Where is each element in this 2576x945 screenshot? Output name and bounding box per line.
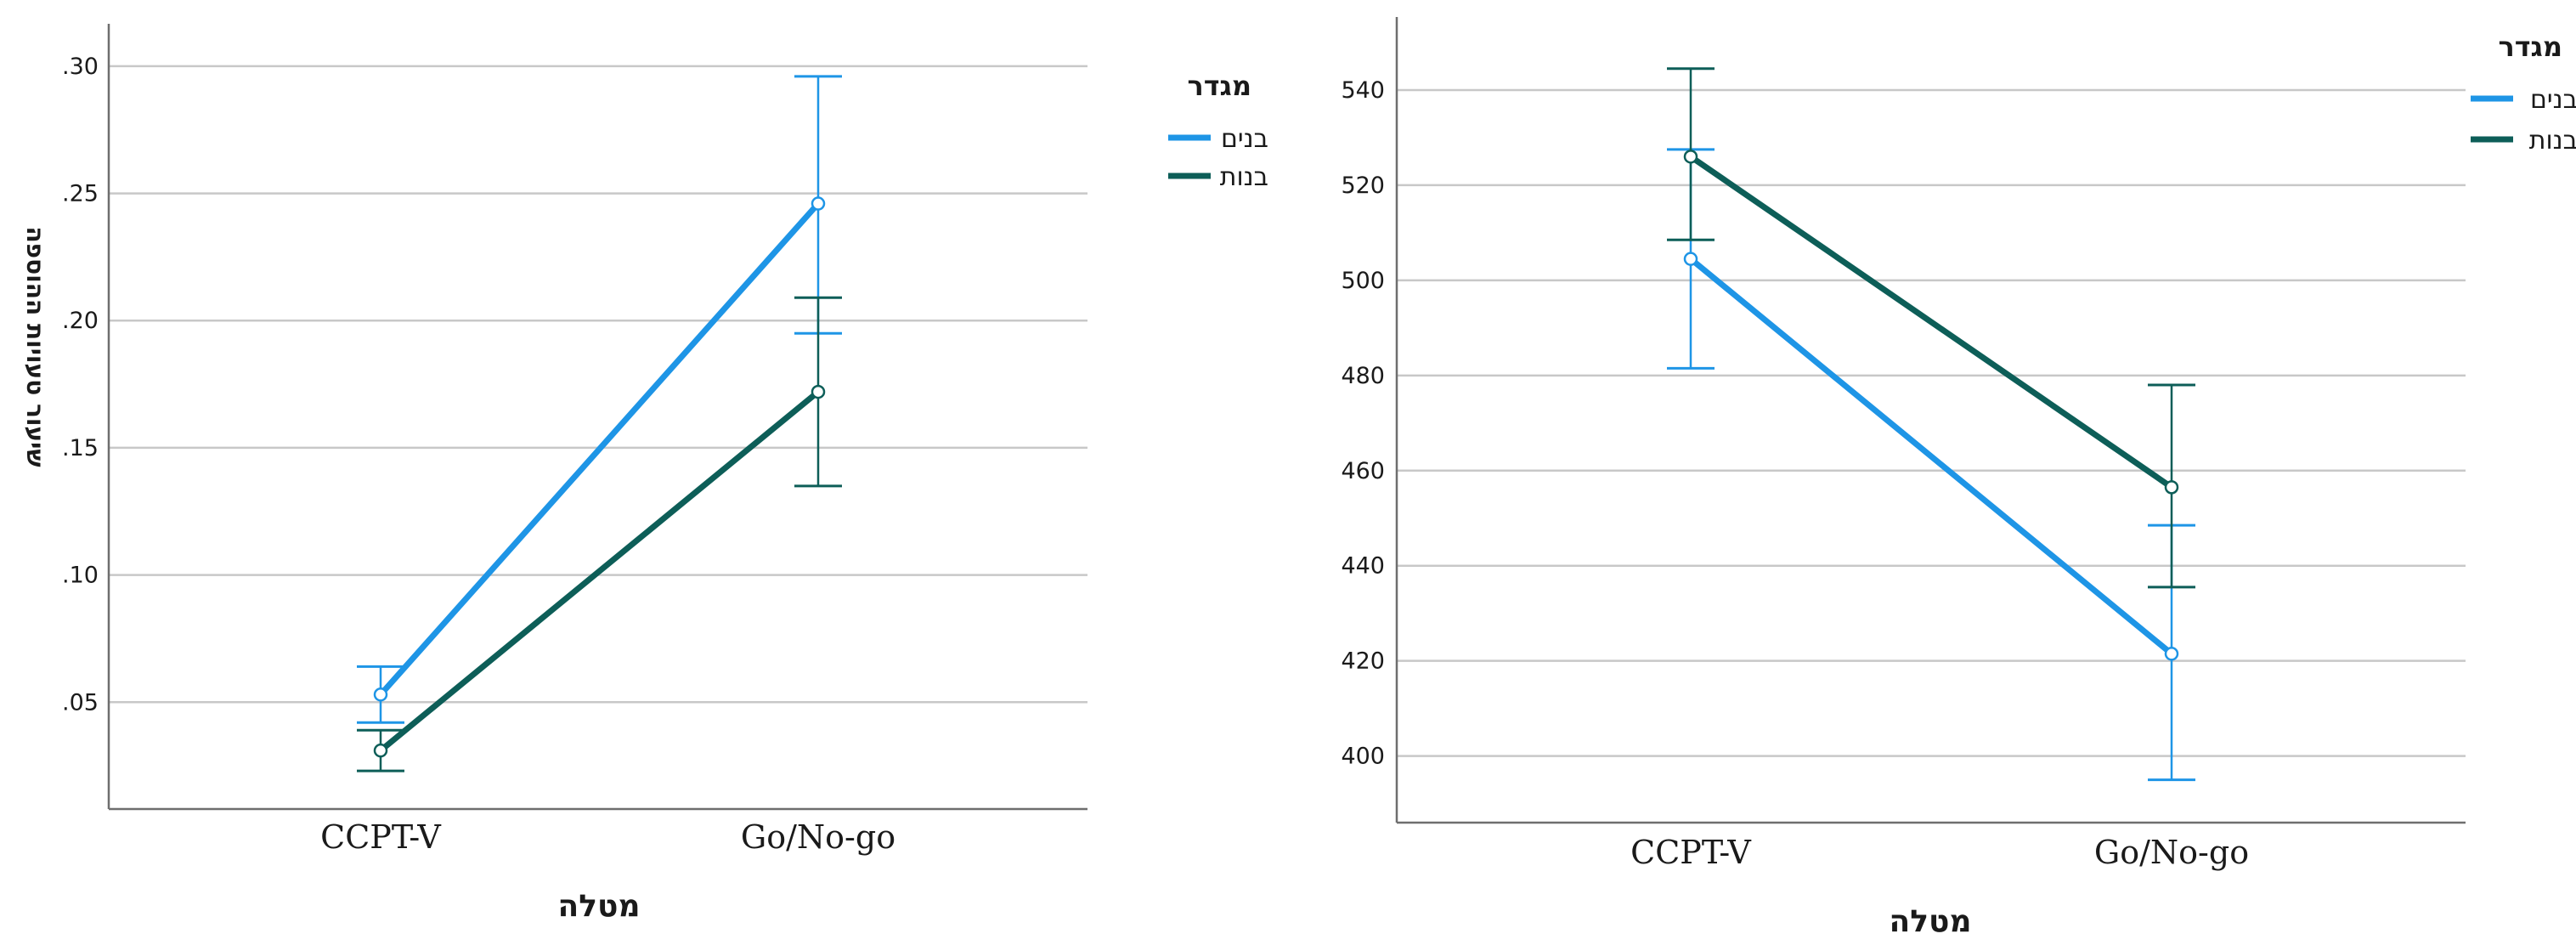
y-tick-label: 480 [1341, 363, 1385, 389]
y-tick-label: 540 [1341, 77, 1385, 104]
series-line [1687, 153, 2175, 490]
y-tick-label: .30 [62, 54, 99, 80]
data-point [373, 743, 388, 758]
y-axis-title: שיעור טעויות ההוספה [21, 226, 49, 467]
series-girls [357, 296, 842, 772]
y-tick-label: 500 [1341, 268, 1385, 294]
x-tick-label: CCPT-V [1630, 834, 1751, 871]
y-tick-label: .15 [62, 435, 99, 461]
data-point [811, 196, 826, 211]
x-tick-label: Go/No-go [2094, 834, 2249, 871]
data-point [811, 384, 826, 399]
legend: מגדר בנים בנות [2471, 31, 2576, 156]
y-tick-label: 440 [1341, 553, 1385, 580]
y-tick-label: 460 [1341, 458, 1385, 484]
y-tick-label: 400 [1341, 744, 1385, 770]
y-tick-label: 520 [1341, 173, 1385, 199]
series-line [377, 388, 822, 754]
legend-label: בנות [1220, 162, 1268, 192]
chart-1: .05 .10 .15 .20 .25 .30 CCPT-V Go/No-go מטלה שיעו… [21, 24, 1268, 924]
y-tick-label: .05 [62, 689, 99, 716]
x-axis-title: מטלה [557, 889, 640, 924]
y-tick-label: .20 [62, 308, 99, 334]
series-line [1687, 256, 2175, 657]
data-point [2164, 480, 2179, 495]
chart-2: 400 420 440 460 480 500 520 540 CCPT-V Go/No-go מט… [1341, 17, 2576, 939]
series-boys [357, 75, 842, 724]
x-tick-label: CCPT-V [320, 818, 441, 856]
x-tick-label: Go/No-go [741, 818, 895, 856]
data-point [2164, 647, 2179, 661]
y-tick-label: .10 [62, 563, 99, 589]
legend-title: מגדר [2498, 31, 2562, 63]
data-point [373, 688, 388, 702]
data-point [1683, 150, 1698, 164]
legend-label: בנות [2529, 126, 2576, 156]
series-boys [1667, 148, 2195, 782]
legend: מגדר בנים בנות [1168, 70, 1268, 192]
y-tick-label: .25 [62, 181, 99, 207]
legend-label: בנים [2530, 85, 2576, 115]
legend-title: מגדר [1187, 70, 1251, 102]
x-axis-title: מטלה [1889, 904, 1971, 939]
legend-label: בנים [1221, 124, 1268, 154]
series-line [377, 201, 822, 698]
data-point [1683, 252, 1698, 266]
series-girls [1667, 67, 2195, 589]
y-tick-label: 420 [1341, 648, 1385, 675]
